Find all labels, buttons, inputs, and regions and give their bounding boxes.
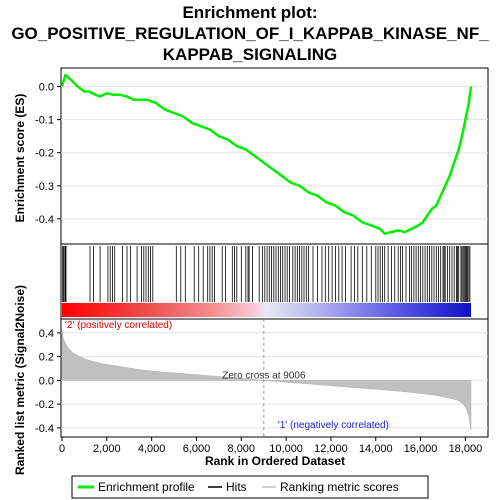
es-gridlines — [61, 86, 488, 220]
metric-y-tick-label: 0.2 — [39, 352, 54, 364]
chart-title-line-2: GO_POSITIVE_REGULATION_OF_I_KAPPAB_KINAS… — [11, 24, 489, 43]
zero-cross-label: Zero cross at 9006 — [222, 370, 306, 381]
es-panel-frame — [60, 67, 489, 245]
x-tick-label: 4,000 — [138, 443, 166, 455]
negative-correlation-label: '1' (negatively correlated) — [278, 420, 389, 431]
es-y-tick-label: -0.1 — [35, 115, 54, 127]
es-panel: 0.0 -0.1 -0.2 -0.3 -0.4 — [35, 67, 489, 245]
legend-label-enrichment: Enrichment profile — [98, 480, 195, 494]
x-tick-label: 12,000 — [314, 443, 348, 455]
chart-title-line-1: Enrichment plot: — [182, 3, 317, 22]
x-axis-label: Rank in Ordered Dataset — [205, 454, 345, 468]
hit-marks — [62, 246, 471, 302]
x-tick-label: 18,000 — [449, 443, 483, 455]
x-tick-label: 2,000 — [93, 443, 121, 455]
metric-panel-frame — [60, 318, 489, 438]
legend-box — [71, 475, 429, 499]
x-tick-label: 8,000 — [228, 443, 256, 455]
metric-x-ticks: 0 2,000 4,000 6,000 8,000 10,000 12,000 14,000 1… — [59, 437, 482, 455]
hits-panel — [60, 243, 489, 320]
legend: Enrichment profile Hits Ranking metric s… — [71, 475, 429, 499]
positive-correlation-label: '2' (positively correlated) — [65, 320, 172, 331]
es-y-tick-label: -0.4 — [35, 214, 54, 226]
enrichment-profile-line — [60, 73, 473, 235]
metric-panel: 0.4 0.2 0.0 -0.2 -0.4 0 2,000 4,000 6,000 8,000 1… — [35, 318, 489, 455]
legend-label-ranking: Ranking metric scores — [280, 480, 399, 494]
rank-color-bar — [62, 303, 471, 317]
x-tick-label: 6,000 — [183, 443, 211, 455]
metric-y-axis-label: Ranked list metric (Signal2Noise) — [13, 285, 27, 475]
x-tick-label: 14,000 — [359, 443, 393, 455]
es-y-tick-label: -0.2 — [35, 148, 54, 160]
x-tick-label: 0 — [59, 443, 65, 455]
legend-label-hits: Hits — [226, 480, 247, 494]
x-tick-label: 10,000 — [269, 443, 303, 455]
es-y-tick-label: 0.0 — [39, 82, 54, 94]
metric-y-tick-label: 0.4 — [39, 328, 54, 340]
metric-y-ticks: 0.4 0.2 0.0 -0.2 -0.4 — [35, 328, 61, 435]
es-y-tick-label: -0.3 — [35, 181, 54, 193]
metric-y-tick-label: 0.0 — [39, 375, 54, 387]
chart-title-line-3: KAPPAB_SIGNALING — [163, 45, 337, 64]
es-y-axis-label: Enrichment score (ES) — [13, 94, 27, 223]
metric-y-tick-label: -0.2 — [35, 399, 54, 411]
es-y-ticks: 0.0 -0.1 -0.2 -0.3 -0.4 — [35, 82, 61, 226]
metric-y-tick-label: -0.4 — [35, 423, 54, 435]
x-tick-label: 16,000 — [404, 443, 438, 455]
